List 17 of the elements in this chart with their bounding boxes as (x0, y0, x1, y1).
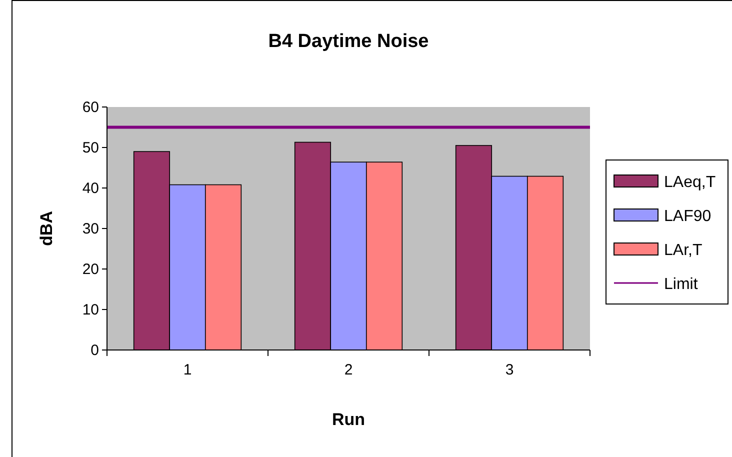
y-tick-label: 0 (90, 342, 99, 359)
y-tick-label: 60 (82, 98, 99, 116)
legend-label: LAr,T (664, 242, 702, 259)
chart-title: B4 Daytime Noise (268, 31, 429, 52)
y-tick-label: 40 (82, 180, 99, 197)
x-axis-title: Run (332, 410, 366, 429)
legend-label: LAF90 (664, 208, 712, 225)
y-tick-label: 30 (82, 220, 99, 238)
y-tick-label: 50 (82, 139, 99, 156)
y-tick-label: 10 (82, 301, 99, 318)
x-tick-label: 3 (505, 362, 514, 379)
legend-label: Limit (664, 276, 698, 293)
y-axis-title: dBA (37, 211, 56, 246)
legend-label: LAeq,T (664, 174, 716, 191)
y-tick-label: 20 (82, 260, 99, 278)
x-tick-label: 1 (183, 362, 192, 379)
x-tick-label: 2 (344, 362, 353, 379)
